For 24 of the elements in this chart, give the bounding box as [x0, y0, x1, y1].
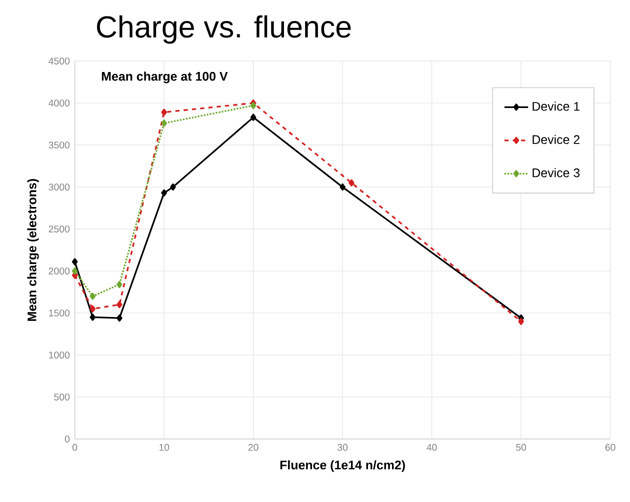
y-tick-label: 4000 [48, 100, 70, 106]
x-tick-label: 10 [159, 444, 170, 451]
x-tick-label: 20 [248, 444, 258, 451]
x-tick-label: 30 [338, 444, 348, 451]
legend-label: Device 1 [532, 102, 580, 111]
x-tick-label: 50 [516, 444, 526, 451]
y-tick-label: 1500 [49, 310, 70, 316]
x-tick-label: 40 [426, 444, 437, 451]
y-tick-label: 500 [54, 394, 70, 400]
y-tick-label: 2500 [48, 226, 70, 232]
chart-title: Charge vs. fluence [97, 15, 351, 44]
y-tick-label: 1000 [49, 352, 70, 358]
x-tick-label: 60 [605, 444, 616, 451]
y-tick-label: 3000 [48, 184, 70, 190]
legend-label: Device 2 [532, 134, 580, 144]
annotation: Mean charge at 100 V [102, 72, 228, 84]
y-tick-label: 4500 [48, 58, 70, 64]
legend-label: Device 3 [532, 168, 580, 178]
y-tick-label: 2000 [48, 268, 70, 274]
y-axis-title: Mean charge (electrons) [27, 179, 39, 321]
x-axis-title: Fluence (1e14 n/cm2) [280, 460, 405, 472]
x-tick-label: 0 [72, 444, 78, 451]
y-tick-label: 3500 [48, 142, 70, 148]
y-tick-label: 0 [64, 436, 70, 442]
